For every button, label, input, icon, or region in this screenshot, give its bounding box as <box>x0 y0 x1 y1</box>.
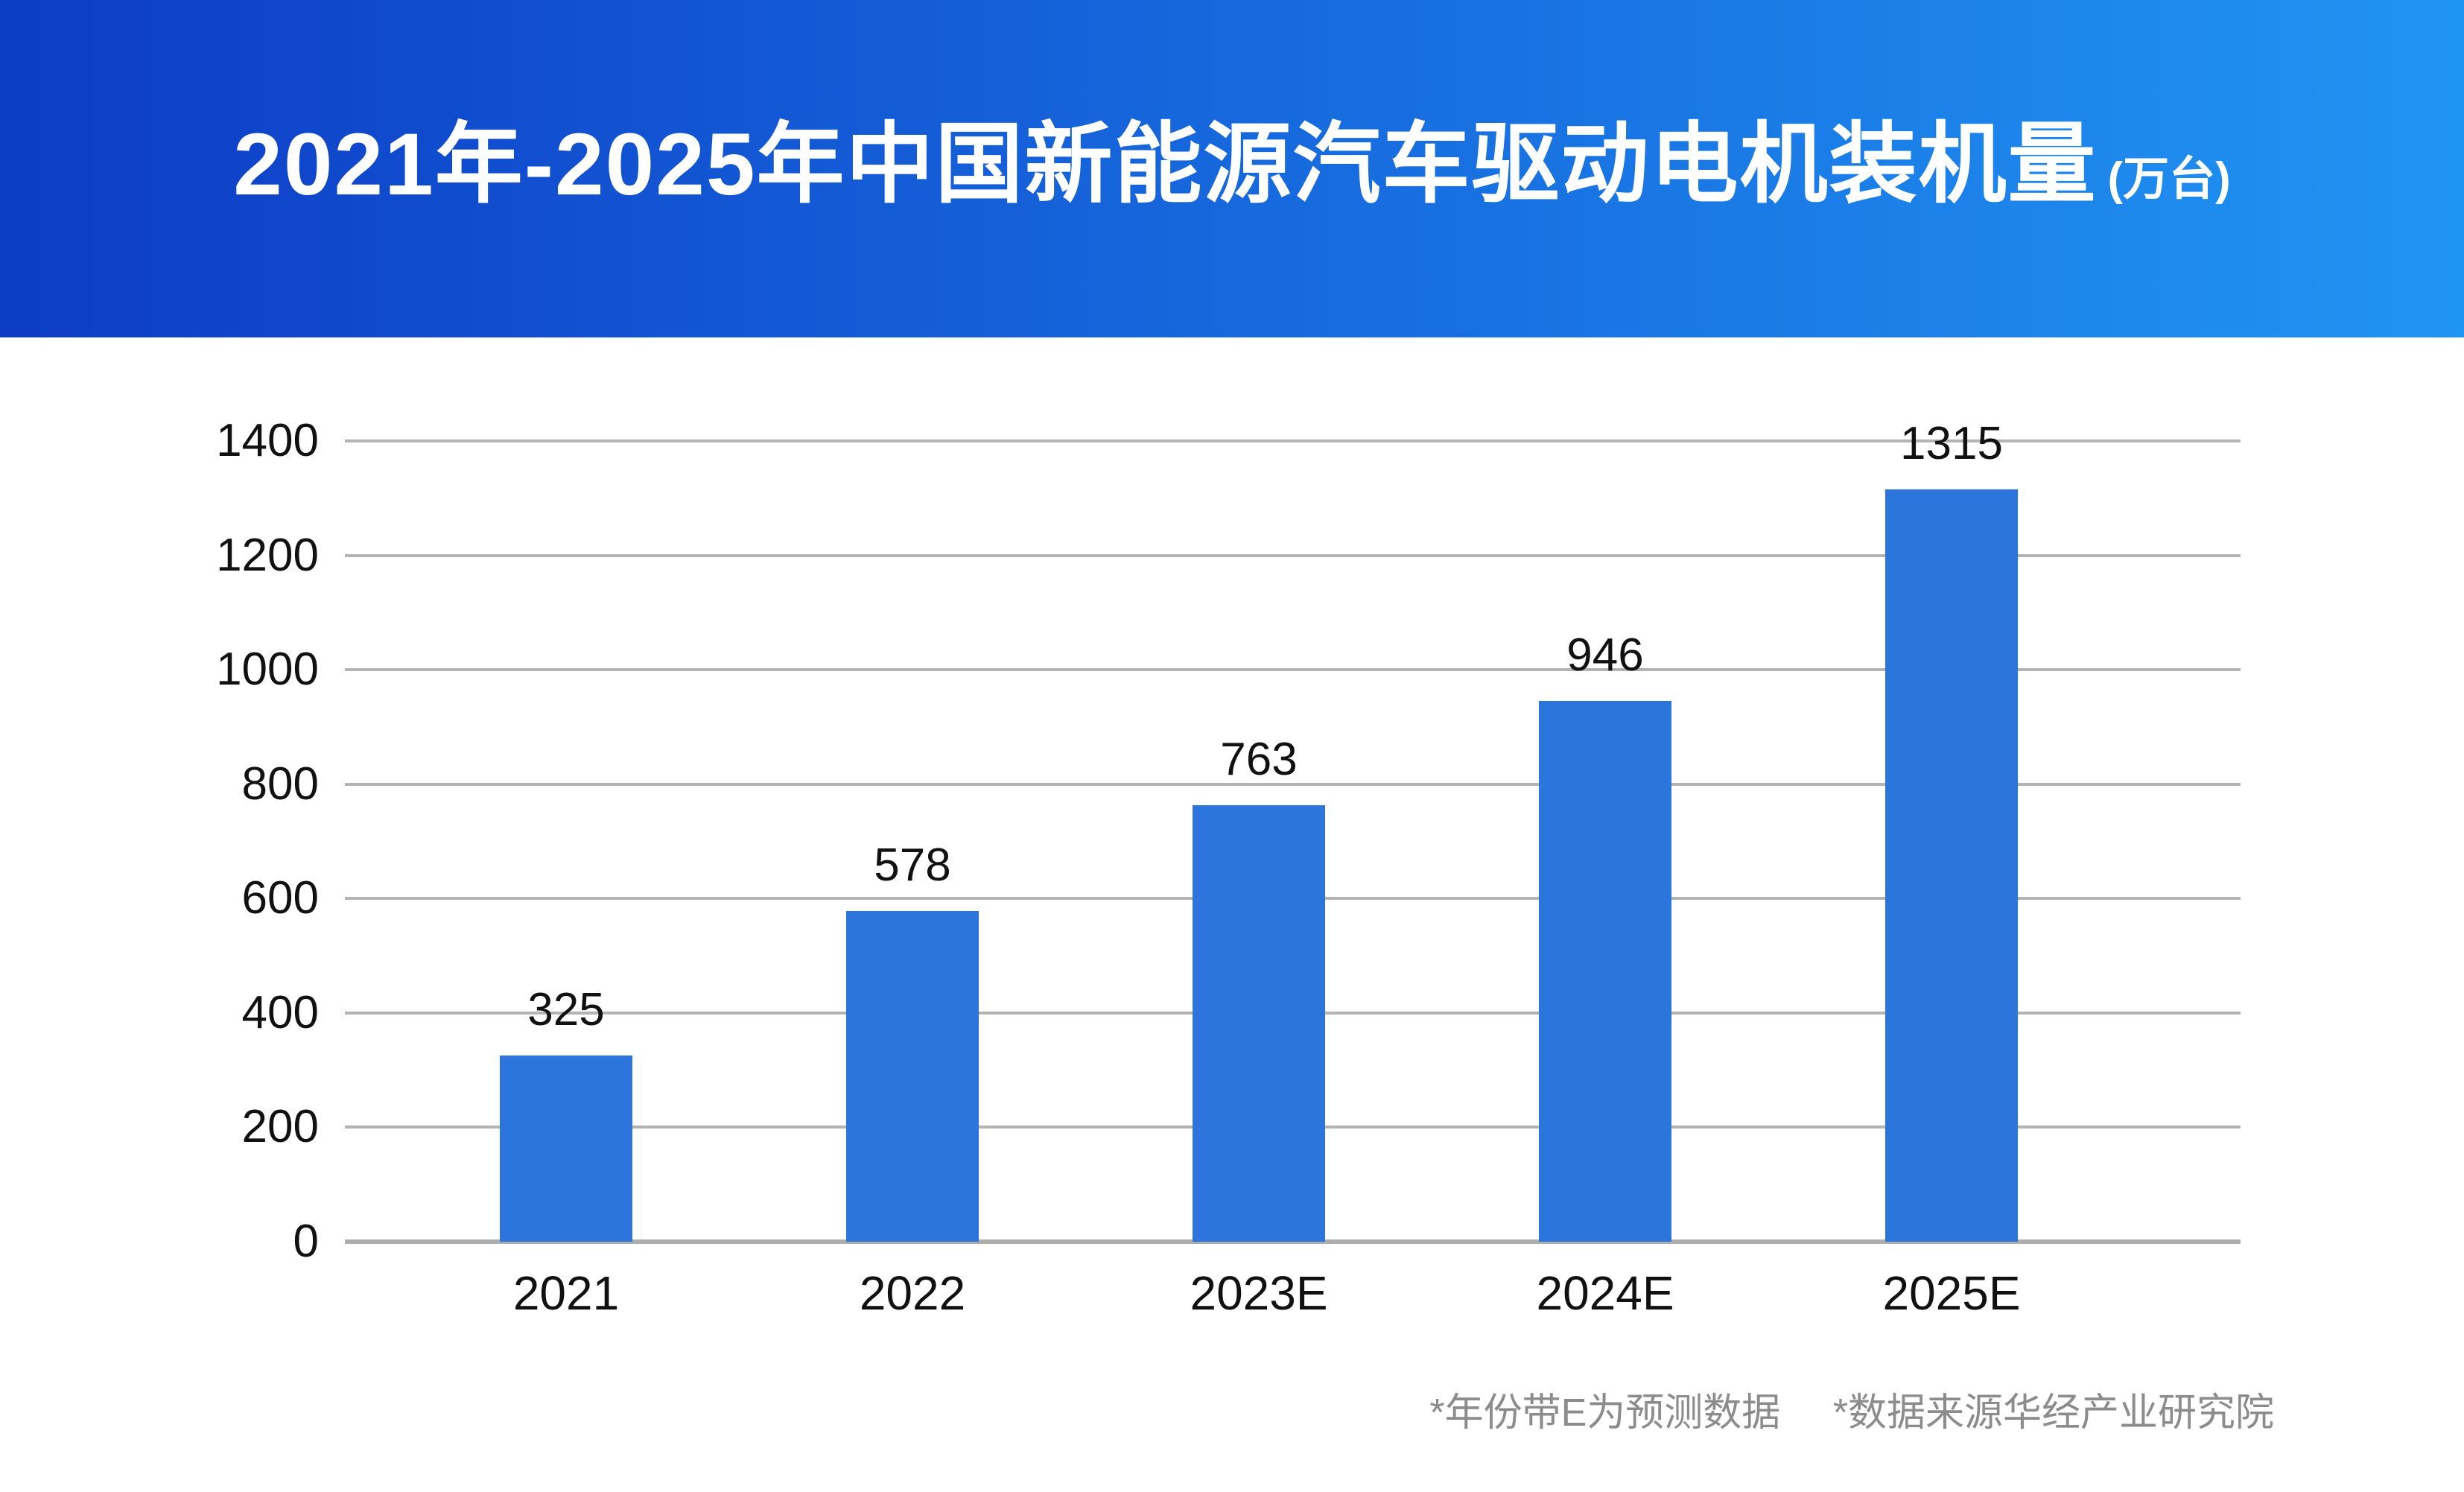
y-axis-label-800: 800 <box>241 758 319 810</box>
x-axis-label-2025E: 2025E <box>1882 1266 2021 1320</box>
header-band: 2021年-2025年中国新能源汽车驱动电机装机量 (万台) <box>0 0 2464 337</box>
y-axis-label-400: 400 <box>241 986 319 1038</box>
bar-value-label-2021: 325 <box>527 984 605 1035</box>
bar-value-label-2023E: 763 <box>1220 734 1298 785</box>
y-axis-label-600: 600 <box>241 872 319 924</box>
y-axis-label-200: 200 <box>241 1101 319 1153</box>
footnote-note-2: *数据来源华经产业研究院 <box>1832 1391 2274 1435</box>
plot-area: 325 578 763 946 1315 <box>345 421 2241 1244</box>
gridline-1200 <box>345 553 2241 557</box>
x-axis-line <box>345 1239 2241 1244</box>
footnote-note-1: *年份带E为预测数据 <box>1429 1391 1781 1435</box>
y-axis-label-1000: 1000 <box>216 644 319 696</box>
y-axis-label-1200: 1200 <box>216 529 319 581</box>
bar-value-label-2022: 578 <box>874 839 951 891</box>
bar-2023E <box>1193 805 1325 1242</box>
y-axis-label-1400: 1400 <box>216 415 319 466</box>
x-axis-label-2021: 2021 <box>512 1266 620 1320</box>
bar-value-label-2025E: 1315 <box>1900 418 2003 469</box>
gridline-1000 <box>345 668 2241 672</box>
chart-title: 2021年-2025年中国新能源汽车驱动电机装机量 (万台) <box>233 121 2231 209</box>
x-axis-label-2024E: 2024E <box>1536 1266 1674 1320</box>
y-axis-label-0: 0 <box>293 1216 319 1267</box>
x-axis-label-2023E: 2023E <box>1190 1266 1328 1320</box>
chart-title-unit: (万台) <box>2107 153 2231 205</box>
gridline-1400 <box>345 439 2241 442</box>
bar-2025E <box>1885 489 2018 1242</box>
chart-title-text: 2021年-2025年中国新能源汽车驱动电机装机量 <box>233 115 2098 214</box>
footnote: *年份带E为预测数据 *数据来源华经产业研究院 <box>1429 1391 2274 1436</box>
gridline-800 <box>345 782 2241 786</box>
bar-2024E <box>1539 701 1671 1242</box>
x-axis-label-2022: 2022 <box>859 1266 966 1320</box>
bar-2022 <box>846 911 979 1242</box>
bar-value-label-2024E: 946 <box>1566 629 1644 681</box>
bar-2021 <box>500 1055 632 1242</box>
